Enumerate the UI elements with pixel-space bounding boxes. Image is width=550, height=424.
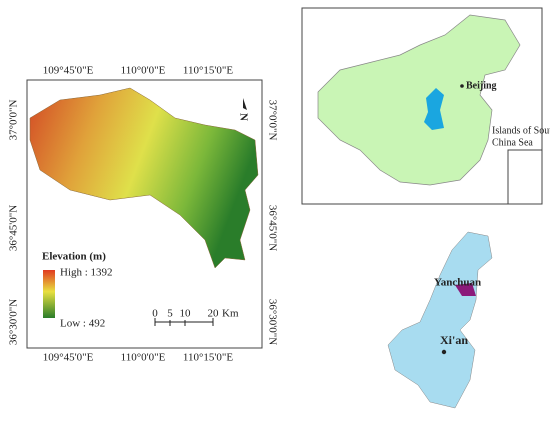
shaanxi-highlight xyxy=(424,88,444,130)
yanchuan xyxy=(455,283,476,296)
scale-tick: 5 xyxy=(167,308,173,320)
china-land xyxy=(317,14,521,186)
islands-label: Islands of South xyxy=(492,125,550,136)
xian-dot xyxy=(441,349,447,355)
scale-tick: 10 xyxy=(180,308,192,320)
lon-label: 110°0'0"E xyxy=(121,65,166,77)
beijing-label: Beijing xyxy=(466,80,497,91)
lon-label: 110°0'0"E xyxy=(121,352,166,364)
terrain xyxy=(29,87,259,269)
xian-label: Xi'an xyxy=(440,333,468,347)
scale-tick: 20 xyxy=(208,308,220,320)
legend-ramp xyxy=(43,270,55,318)
lat-label: 37°0'0"N xyxy=(8,100,20,141)
north-arrow xyxy=(243,98,247,110)
scale-tick: 0 xyxy=(152,308,158,320)
map-frame xyxy=(26,79,263,349)
scale-unit: Km xyxy=(222,308,239,320)
lat-label: 36°30'0"N xyxy=(266,299,278,345)
legend-low: Low : 492 xyxy=(60,318,105,330)
lat-label: 36°30'0"N xyxy=(8,299,20,345)
beijing-dot xyxy=(460,84,464,88)
scale-bar xyxy=(154,318,214,326)
islands-label: China Sea xyxy=(492,137,533,148)
islands-box xyxy=(507,149,543,205)
legend-title: Elevation (m) xyxy=(42,251,106,263)
yanchuan-label: Yanchuan xyxy=(434,277,481,289)
lat-label: 36°45'0"N xyxy=(266,205,278,251)
lon-label: 110°15'0"E xyxy=(183,352,233,364)
shaanxi xyxy=(387,231,493,409)
lon-label: 109°45'0"E xyxy=(43,352,94,364)
lat-label: 37°0'0"N xyxy=(266,100,278,141)
lon-label: 110°15'0"E xyxy=(183,65,233,77)
lon-label: 109°45'0"E xyxy=(43,65,94,77)
north-label: N xyxy=(237,113,249,121)
legend-high: High : 1392 xyxy=(60,267,113,279)
lat-label: 36°45'0"N xyxy=(8,205,20,251)
